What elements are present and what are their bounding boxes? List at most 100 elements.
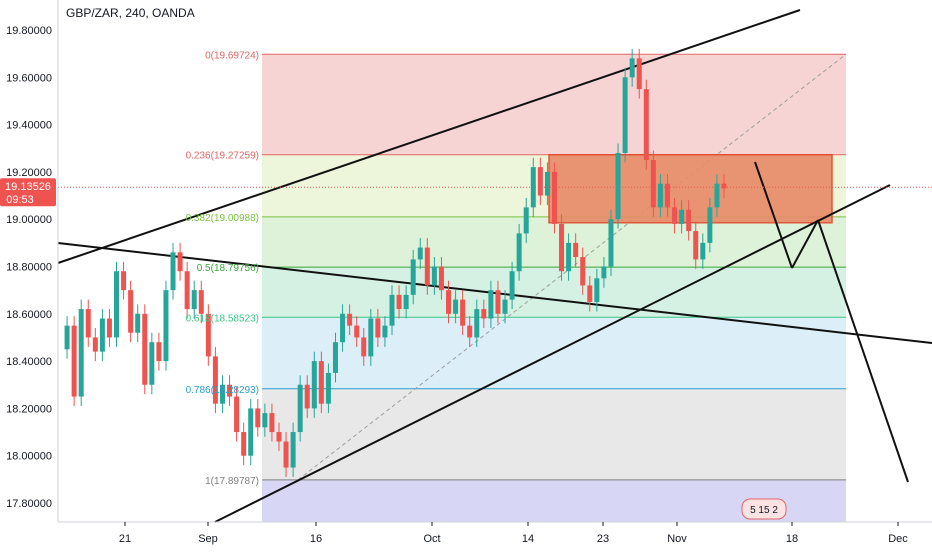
candle-body bbox=[509, 271, 515, 300]
candle-body bbox=[205, 313, 211, 357]
x-tick-label: Nov bbox=[667, 533, 687, 545]
x-tick-label: Dec bbox=[888, 533, 908, 545]
price-series bbox=[64, 48, 727, 477]
descending-trendline bbox=[57, 242, 932, 344]
candle-body bbox=[488, 290, 494, 319]
price-tag-value: 19.13526 bbox=[5, 181, 51, 193]
y-tick-label: 19.20000 bbox=[6, 167, 52, 179]
x-tick-label: 16 bbox=[310, 533, 322, 545]
candle-body bbox=[241, 432, 247, 456]
candle-body bbox=[219, 384, 225, 404]
events-badge: 5 15 2 bbox=[741, 498, 787, 520]
candle-body bbox=[262, 413, 268, 428]
candle-body bbox=[368, 318, 374, 357]
fib-band bbox=[262, 388, 846, 480]
candle-body bbox=[114, 271, 120, 338]
candle-body bbox=[693, 231, 699, 260]
candle-body bbox=[474, 309, 480, 338]
candle-body bbox=[156, 342, 162, 362]
candle-body bbox=[446, 290, 452, 314]
y-tick-label: 19.60000 bbox=[6, 72, 52, 84]
candle-body bbox=[149, 342, 155, 385]
candle-body bbox=[530, 167, 536, 208]
candle-body bbox=[283, 441, 289, 468]
candle-body bbox=[516, 233, 522, 272]
candle-body bbox=[664, 183, 670, 208]
badge-bg bbox=[741, 498, 787, 520]
candle-body bbox=[721, 183, 727, 189]
candle-body bbox=[64, 325, 70, 350]
candle-body bbox=[714, 183, 720, 208]
candle-body bbox=[71, 325, 77, 397]
y-tick-label: 18.20000 bbox=[6, 403, 52, 415]
fib-label-0.786: 0.786(18.28293) bbox=[186, 385, 259, 396]
candle-body bbox=[608, 219, 614, 267]
y-tick-label: 18.60000 bbox=[6, 309, 52, 321]
candle-body bbox=[311, 361, 317, 409]
candle-body bbox=[403, 294, 409, 310]
candle-body bbox=[629, 58, 635, 78]
x-tick-label: 23 bbox=[597, 533, 609, 545]
candle-body bbox=[325, 372, 331, 404]
candle-body bbox=[198, 290, 204, 314]
candle-body bbox=[106, 318, 112, 338]
candle-body bbox=[573, 242, 579, 258]
candle-body bbox=[467, 325, 473, 338]
fib-retracement[interactable] bbox=[262, 54, 846, 522]
price-tag bbox=[0, 178, 56, 207]
candle-body bbox=[135, 313, 141, 333]
candle-body bbox=[537, 167, 543, 196]
candle-body bbox=[269, 413, 275, 433]
y-tick-label: 19.40000 bbox=[6, 120, 52, 132]
lower-channel-line bbox=[214, 184, 891, 523]
candle-body bbox=[163, 290, 169, 362]
projection-leg-3 bbox=[817, 219, 909, 483]
trendlines[interactable] bbox=[57, 9, 932, 523]
chart-title: GBP/ZAR, 240, OANDA bbox=[66, 6, 195, 20]
candle-body bbox=[481, 309, 487, 319]
projection-leg-2 bbox=[791, 219, 819, 269]
candle-body bbox=[417, 247, 423, 260]
fib-label-0.5: 0.5(18.79756) bbox=[197, 263, 259, 274]
x-tick-label: 14 bbox=[522, 533, 534, 545]
candle-body bbox=[460, 299, 466, 326]
candle-body bbox=[424, 247, 430, 286]
candle-body bbox=[686, 209, 692, 232]
candle-body bbox=[121, 271, 127, 291]
y-tick-label: 18.80000 bbox=[6, 262, 52, 274]
candle-body bbox=[410, 259, 416, 295]
candle-body bbox=[304, 384, 310, 409]
candle-body bbox=[707, 207, 713, 243]
candle-body bbox=[643, 89, 649, 161]
candle-body bbox=[566, 242, 572, 272]
candle-body bbox=[636, 58, 642, 90]
candle-body bbox=[700, 242, 706, 260]
y-tick-label: 18.00000 bbox=[6, 451, 52, 463]
y-tick-label: 19.80000 bbox=[6, 25, 52, 37]
fib-label-1: 1(17.89787) bbox=[205, 476, 259, 487]
candle-body bbox=[234, 396, 240, 433]
candle-body bbox=[297, 384, 303, 433]
candle-body bbox=[191, 290, 197, 310]
fib-labels: 0(19.69724) 0.236(19.27259) 0.382(19.00988… bbox=[186, 50, 259, 487]
candle-body bbox=[340, 313, 346, 343]
candle-body bbox=[523, 207, 529, 234]
candle-body bbox=[255, 408, 261, 428]
candle-body bbox=[382, 325, 388, 338]
candle-body bbox=[559, 223, 565, 272]
fib-trend-line bbox=[297, 53, 847, 481]
candle-body bbox=[396, 294, 402, 310]
fib-band bbox=[262, 54, 846, 155]
candle-body bbox=[615, 152, 621, 220]
candle-body bbox=[551, 171, 557, 224]
candle-body bbox=[184, 271, 190, 310]
fib-label-0: 0(19.69724) bbox=[205, 50, 259, 61]
candle-body bbox=[177, 252, 183, 272]
candle-body bbox=[438, 266, 444, 291]
price-tag-countdown: 09:53 bbox=[6, 194, 34, 206]
badge-text: 5 15 2 bbox=[750, 505, 778, 516]
fib-band bbox=[262, 267, 846, 318]
